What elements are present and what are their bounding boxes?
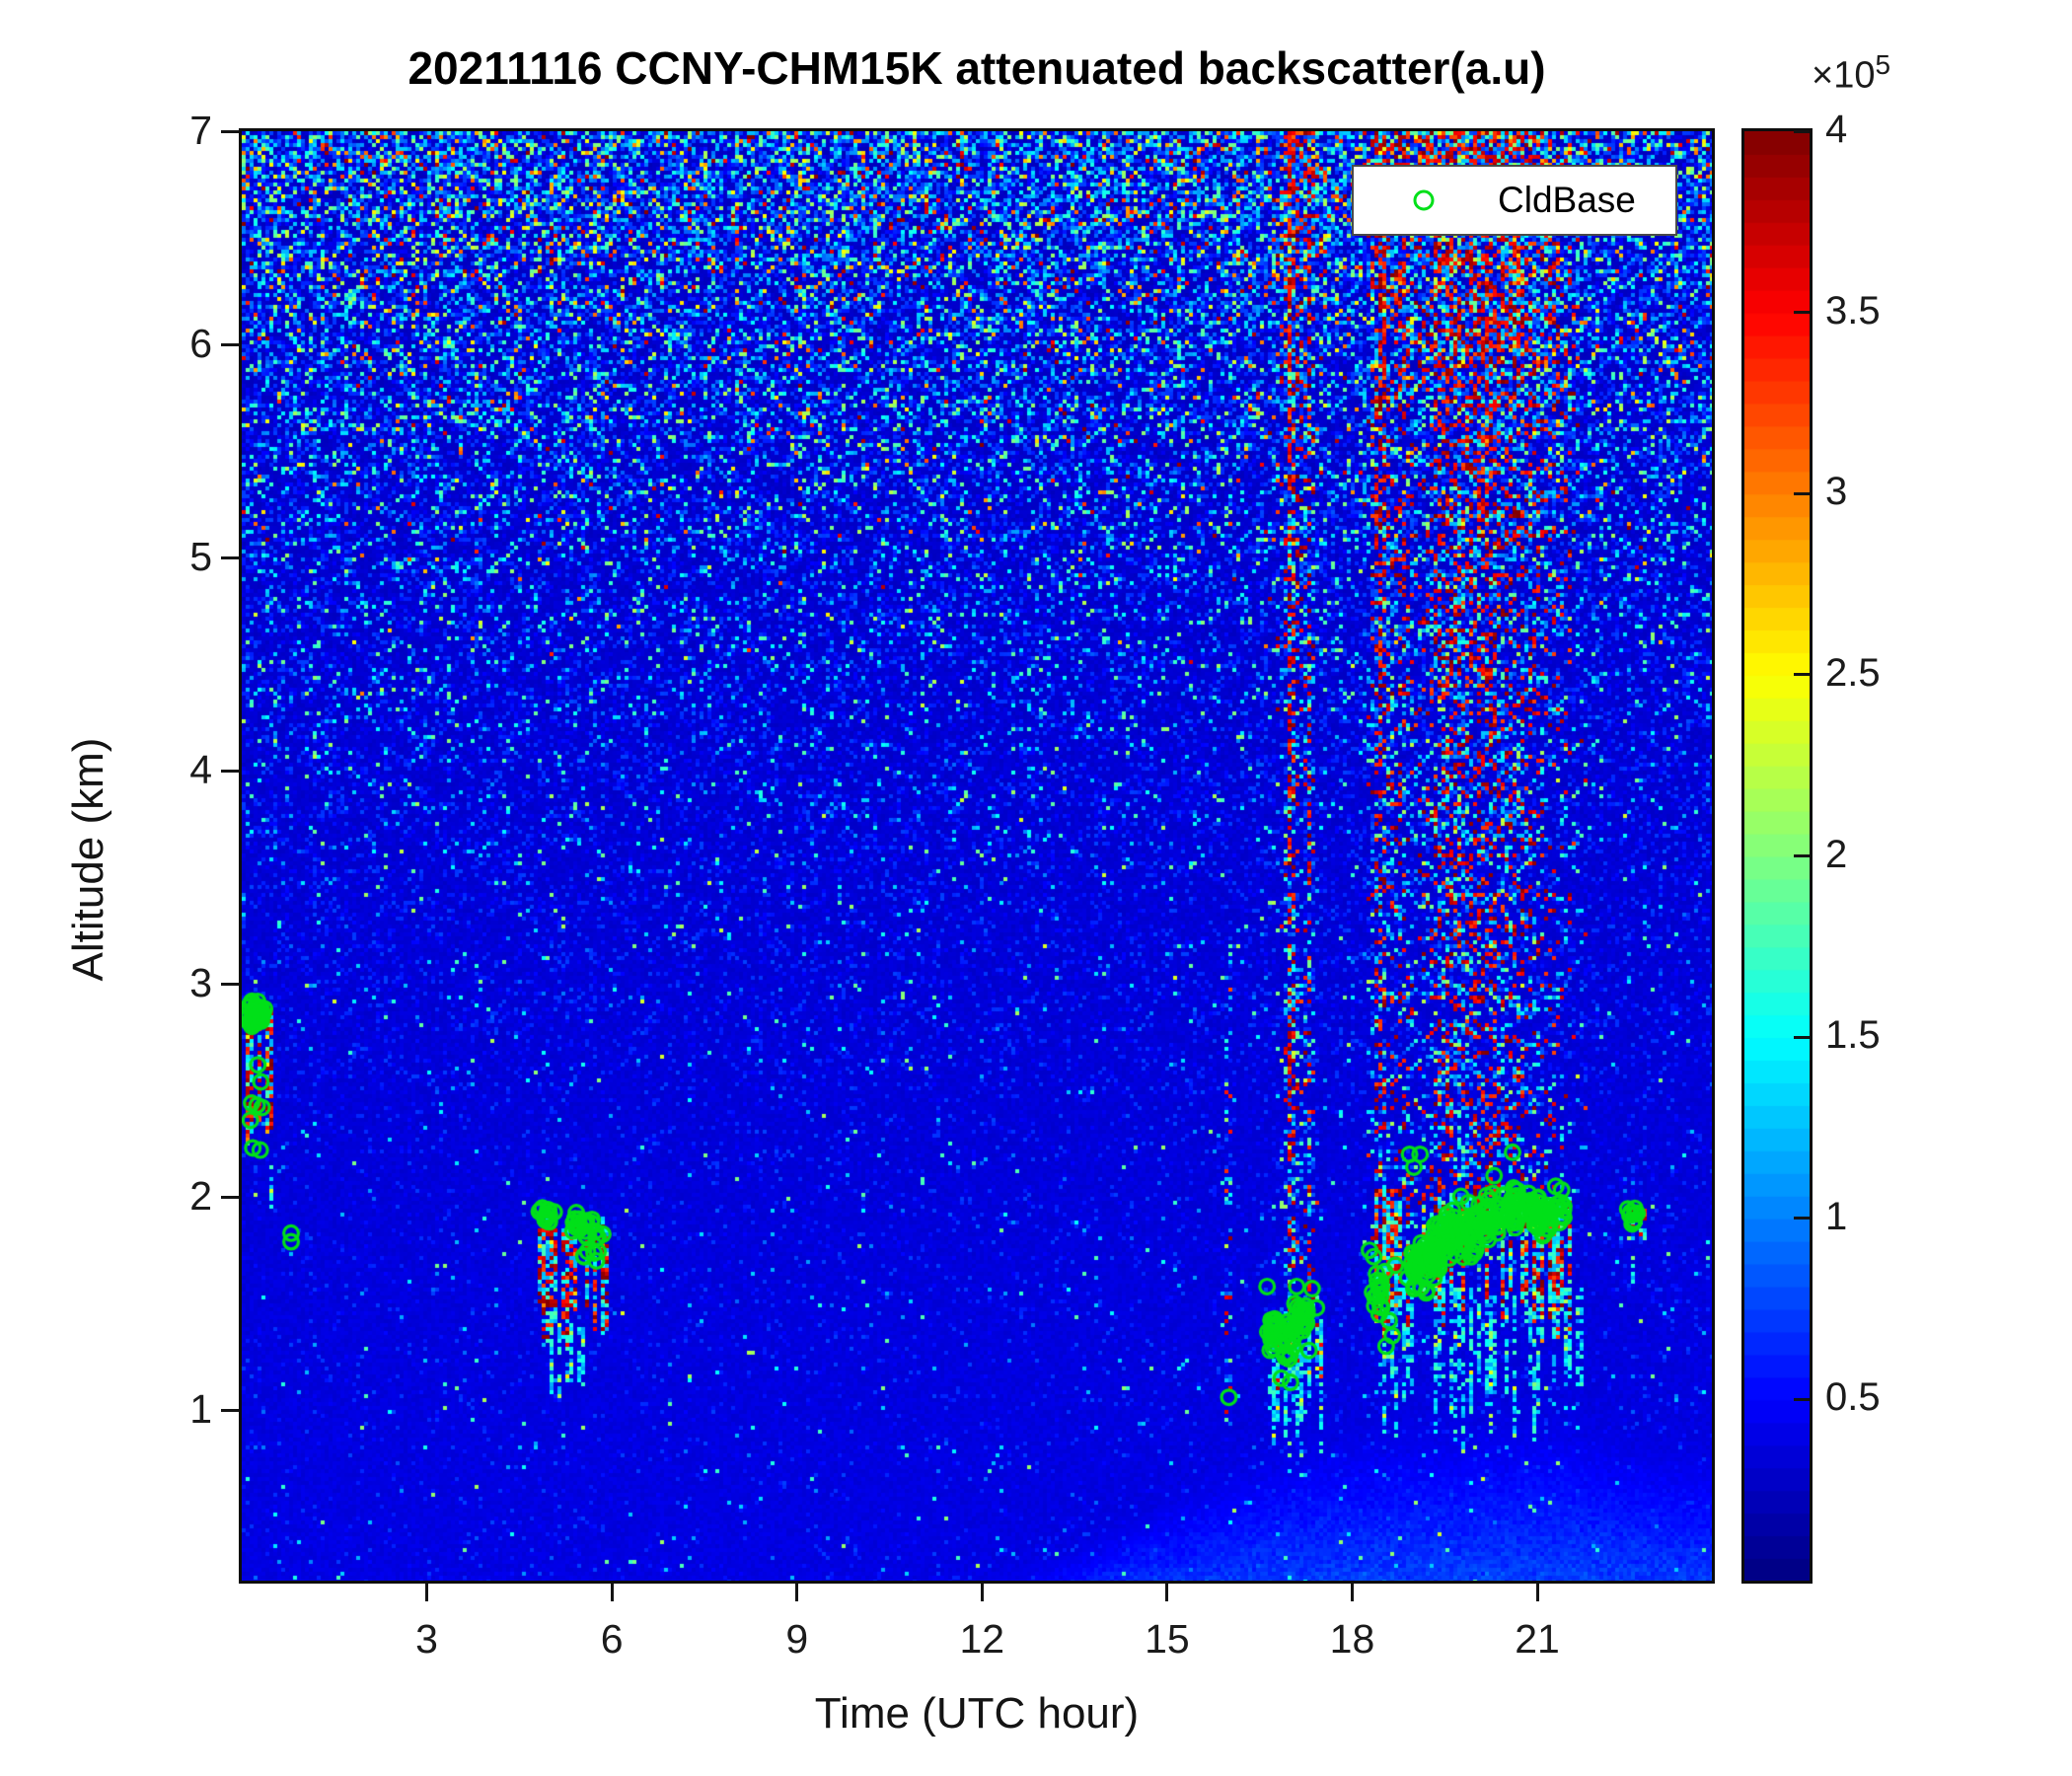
chart-title: 20211116 CCNY-CHM15K attenuated backscat… xyxy=(407,42,1546,94)
y-tick-label: 1 xyxy=(189,1386,212,1433)
cldbase-circle-icon xyxy=(1413,189,1435,211)
colorbar-tick-mark xyxy=(1794,129,1810,133)
colorbar-tick-mark xyxy=(1794,1035,1810,1039)
x-tick-mark xyxy=(425,1584,429,1601)
x-tick-label: 9 xyxy=(785,1616,809,1662)
y-tick-mark xyxy=(221,769,239,773)
y-tick-mark xyxy=(221,555,239,559)
x-tick-label: 12 xyxy=(959,1616,1005,1662)
x-tick-label: 21 xyxy=(1515,1616,1560,1662)
colorbar-tick-label: 0.5 xyxy=(1825,1375,1881,1420)
colorbar-tick-mark xyxy=(1794,311,1810,315)
colorbar-tick-label: 1.5 xyxy=(1825,1013,1881,1058)
colorbar-tick-mark xyxy=(1794,1217,1810,1221)
y-tick-mark xyxy=(221,342,239,346)
colorbar-tick-mark xyxy=(1794,673,1810,677)
y-tick-label: 3 xyxy=(189,960,212,1006)
colorbar-tick-mark xyxy=(1794,1397,1810,1401)
x-axis-label: Time (UTC hour) xyxy=(814,1689,1140,1738)
x-tick-mark xyxy=(1535,1584,1539,1601)
x-tick-label: 18 xyxy=(1329,1616,1375,1662)
x-tick-label: 3 xyxy=(415,1616,438,1662)
colorbar-exponent: 5 xyxy=(1875,49,1891,80)
y-tick-label: 5 xyxy=(189,534,212,580)
colorbar-tick-label: 4 xyxy=(1825,108,1848,151)
colorbar-multiplier: ×10 xyxy=(1812,54,1876,97)
colorbar-tick-label: 3.5 xyxy=(1825,288,1881,333)
colorbar-tick-label: 2.5 xyxy=(1825,650,1881,695)
colorbar-tick-mark xyxy=(1794,854,1810,857)
colorbar-tick-label: 2 xyxy=(1825,832,1848,876)
colorbar-tick-label: 3 xyxy=(1825,470,1848,514)
y-tick-mark xyxy=(221,1408,239,1412)
y-tick-label: 6 xyxy=(189,321,212,367)
y-tick-mark xyxy=(221,129,239,133)
y-tick-mark xyxy=(221,1195,239,1199)
y-tick-label: 7 xyxy=(189,108,212,153)
x-tick-mark xyxy=(980,1584,984,1601)
colorbar-tick-mark xyxy=(1794,491,1810,495)
y-axis-label: Altitude (km) xyxy=(64,737,112,982)
legend-box: CldBase xyxy=(1352,165,1677,236)
x-tick-mark xyxy=(795,1584,799,1601)
plot-area xyxy=(239,128,1715,1584)
x-tick-mark xyxy=(1350,1584,1354,1601)
x-tick-mark xyxy=(610,1584,614,1601)
colorbar-tick-label: 1 xyxy=(1825,1194,1848,1238)
y-tick-label: 4 xyxy=(189,747,212,793)
legend-label: CldBase xyxy=(1498,180,1636,220)
x-tick-label: 15 xyxy=(1145,1616,1190,1662)
y-tick-label: 2 xyxy=(189,1173,212,1220)
x-tick-mark xyxy=(1165,1584,1169,1601)
y-tick-mark xyxy=(221,982,239,986)
x-tick-label: 6 xyxy=(600,1616,624,1662)
heatmap-canvas xyxy=(242,131,1712,1581)
colorbar-exponent-label: ×105 xyxy=(1812,49,1890,98)
